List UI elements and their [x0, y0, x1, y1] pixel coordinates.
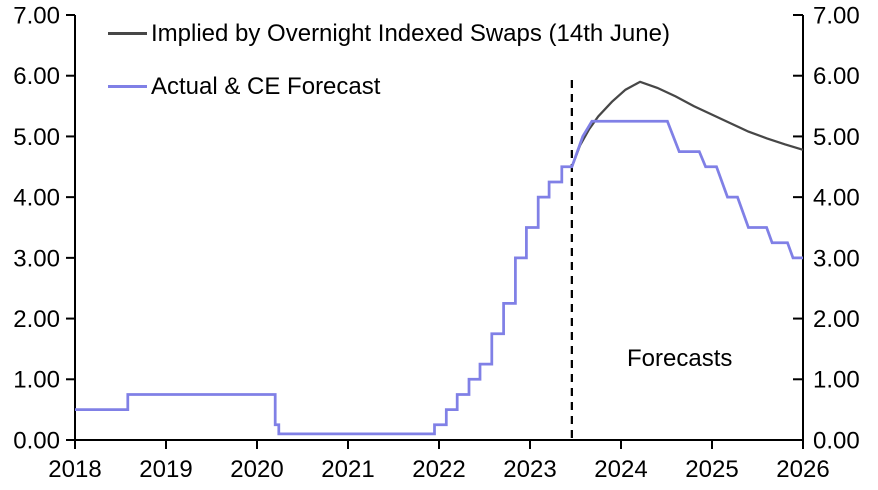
series-line-actual-ce-forecast — [75, 119, 803, 436]
x-tick-label: 2022 — [412, 456, 465, 483]
x-tick-label: 2024 — [594, 456, 647, 483]
legend-item-actual-forecast: Actual & CE Forecast — [108, 71, 670, 102]
x-tick-label: 2019 — [139, 456, 192, 483]
y-tick-label-left: 4.00 — [13, 185, 60, 212]
y-tick-label-right: 3.00 — [813, 245, 860, 272]
y-tick-label-left: 1.00 — [13, 367, 60, 394]
x-tick-label: 2021 — [321, 456, 374, 483]
legend-label-actual-forecast: Actual & CE Forecast — [151, 73, 381, 100]
x-tick-label: 2018 — [48, 456, 101, 483]
series-line-ois-implied — [570, 80, 804, 168]
y-tick-label-left: 3.00 — [13, 245, 60, 272]
ois-line-swatch — [108, 32, 147, 35]
y-tick-label-left: 7.00 — [13, 2, 60, 29]
y-tick-label-right: 4.00 — [813, 185, 860, 212]
y-tick-label-right: 1.00 — [813, 367, 860, 394]
legend-label-ois: Implied by Overnight Indexed Swaps (14th… — [151, 20, 670, 47]
y-tick-label-right: 7.00 — [813, 2, 860, 29]
legend-item-ois: Implied by Overnight Indexed Swaps (14th… — [108, 18, 670, 49]
x-tick-label: 2026 — [776, 456, 829, 483]
forecast-annotation: Forecasts — [627, 345, 733, 372]
x-tick-label: 2023 — [503, 456, 556, 483]
y-tick-label-left: 5.00 — [13, 124, 60, 151]
chart-legend: Implied by Overnight Indexed Swaps (14th… — [108, 18, 670, 124]
y-tick-label-left: 0.00 — [13, 427, 60, 454]
y-tick-label-right: 5.00 — [813, 124, 860, 151]
x-tick-label: 2025 — [685, 456, 738, 483]
y-tick-label-right: 6.00 — [813, 63, 860, 90]
y-tick-label-right: 0.00 — [813, 427, 860, 454]
x-tick-label: 2020 — [230, 456, 283, 483]
actual-forecast-line-swatch — [108, 85, 147, 88]
y-tick-label-left: 6.00 — [13, 63, 60, 90]
y-tick-label-right: 2.00 — [813, 306, 860, 333]
y-tick-label-left: 2.00 — [13, 306, 60, 333]
